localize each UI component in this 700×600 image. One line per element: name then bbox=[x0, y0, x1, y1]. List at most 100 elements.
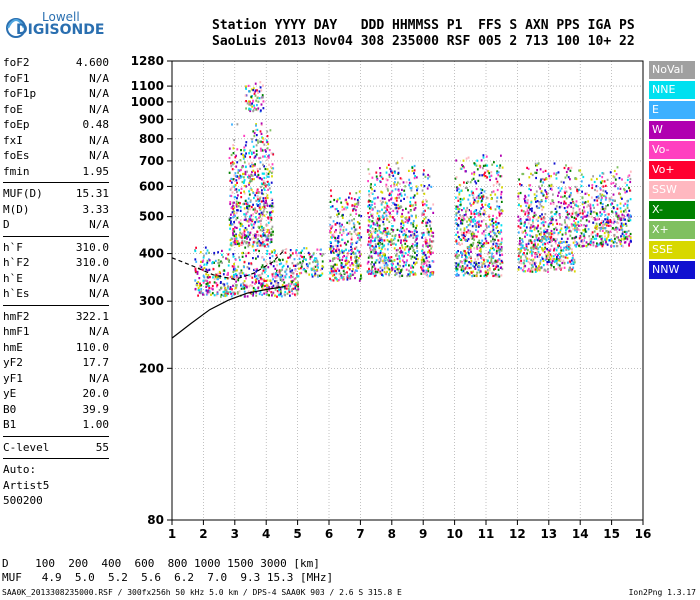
echo-dot bbox=[211, 285, 214, 288]
echo-dot bbox=[262, 192, 265, 196]
echo-dot bbox=[335, 256, 338, 260]
echo-dot bbox=[530, 224, 533, 227]
echo-dot bbox=[478, 266, 481, 269]
echo-dot bbox=[247, 243, 250, 246]
echo-dot bbox=[240, 271, 242, 274]
echo-dot bbox=[474, 225, 477, 228]
echo-dot bbox=[196, 284, 199, 287]
echo-dot bbox=[236, 197, 238, 200]
echo-dot bbox=[575, 241, 578, 244]
param-value: N/A bbox=[89, 218, 109, 231]
echo-dot bbox=[217, 251, 219, 254]
echo-dot bbox=[232, 204, 234, 207]
echo-dot bbox=[309, 257, 312, 261]
echo-dot bbox=[572, 255, 574, 258]
x-tick-label: 15 bbox=[603, 527, 620, 541]
echo-dot bbox=[391, 234, 394, 237]
echo-dot bbox=[629, 198, 632, 201]
echo-dot bbox=[276, 269, 278, 272]
echo-dot bbox=[539, 180, 542, 183]
echo-dot bbox=[558, 223, 561, 226]
echo-dot bbox=[281, 266, 284, 269]
echo-dot bbox=[235, 277, 237, 281]
echo-dot bbox=[399, 270, 402, 273]
echo-dot bbox=[425, 273, 427, 276]
echo-dot bbox=[488, 225, 490, 228]
echo-dot bbox=[414, 203, 417, 207]
echo-dot bbox=[398, 236, 401, 239]
echo-dot bbox=[331, 250, 334, 253]
echo-dot bbox=[247, 208, 250, 211]
echo-dot bbox=[517, 219, 520, 222]
echo-dot bbox=[254, 194, 257, 197]
echo-dot bbox=[624, 237, 627, 240]
echo-dot bbox=[368, 204, 371, 207]
echo-dot bbox=[297, 283, 299, 286]
echo-dot bbox=[520, 255, 522, 258]
echo-dot bbox=[232, 216, 235, 219]
echo-dot bbox=[269, 213, 272, 217]
param-row: h`F2 310.0 bbox=[3, 255, 109, 271]
echo-dot bbox=[604, 195, 607, 198]
echo-dot bbox=[455, 176, 458, 179]
echo-dot bbox=[517, 268, 520, 271]
echo-dot bbox=[425, 204, 428, 207]
echo-dot bbox=[479, 215, 482, 218]
echo-dot bbox=[358, 190, 361, 193]
echo-dot bbox=[285, 262, 288, 265]
echo-dot bbox=[274, 294, 276, 297]
y-tick-label: 200 bbox=[139, 361, 164, 375]
echo-dot bbox=[208, 281, 211, 284]
echo-dot bbox=[198, 289, 201, 292]
echo-dot bbox=[399, 177, 402, 180]
echo-dot bbox=[383, 253, 386, 256]
echo-dot bbox=[250, 205, 253, 209]
echo-dot bbox=[332, 248, 335, 251]
echo-dot bbox=[614, 237, 616, 240]
echo-dot bbox=[457, 207, 459, 211]
echo-dot bbox=[249, 108, 252, 111]
echo-dot bbox=[383, 244, 386, 247]
echo-dot bbox=[580, 232, 583, 235]
echo-dot bbox=[272, 153, 275, 156]
echo-dot bbox=[382, 230, 385, 233]
echo-dot bbox=[270, 216, 273, 219]
echo-dot bbox=[574, 224, 576, 227]
echo-dot bbox=[431, 231, 433, 234]
echo-dot bbox=[432, 273, 434, 276]
echo-dot bbox=[423, 203, 426, 206]
echo-dot bbox=[206, 261, 209, 264]
echo-dot bbox=[201, 292, 204, 295]
echo-dot bbox=[240, 232, 243, 236]
echo-dot bbox=[311, 273, 313, 276]
echo-dot bbox=[560, 266, 563, 270]
echo-dot bbox=[395, 249, 398, 252]
echo-dot bbox=[237, 265, 240, 268]
echo-dot bbox=[472, 218, 474, 222]
echo-dot bbox=[536, 251, 539, 254]
echo-dot bbox=[232, 284, 234, 287]
echo-dot bbox=[334, 223, 337, 226]
echo-dot bbox=[398, 257, 401, 260]
echo-dot bbox=[235, 154, 237, 157]
echo-dot bbox=[620, 222, 623, 225]
echo-dot bbox=[531, 230, 533, 233]
echo-dot bbox=[232, 243, 235, 246]
echo-dot bbox=[317, 274, 319, 277]
echo-dot bbox=[256, 238, 259, 241]
echo-dot bbox=[293, 258, 296, 261]
echo-dot bbox=[586, 192, 588, 195]
echo-dot bbox=[543, 229, 545, 232]
echo-dot bbox=[350, 233, 353, 236]
echo-dot bbox=[554, 240, 557, 243]
echo-dot bbox=[341, 208, 344, 211]
echo-dot bbox=[334, 236, 336, 239]
echo-dot bbox=[567, 168, 570, 171]
echo-dot bbox=[247, 197, 250, 200]
echo-dot bbox=[551, 215, 553, 218]
echo-dot bbox=[604, 218, 606, 221]
echo-dot bbox=[596, 234, 599, 237]
echo-dot bbox=[255, 291, 258, 294]
echo-dot bbox=[337, 240, 340, 243]
echo-dot bbox=[415, 238, 418, 241]
